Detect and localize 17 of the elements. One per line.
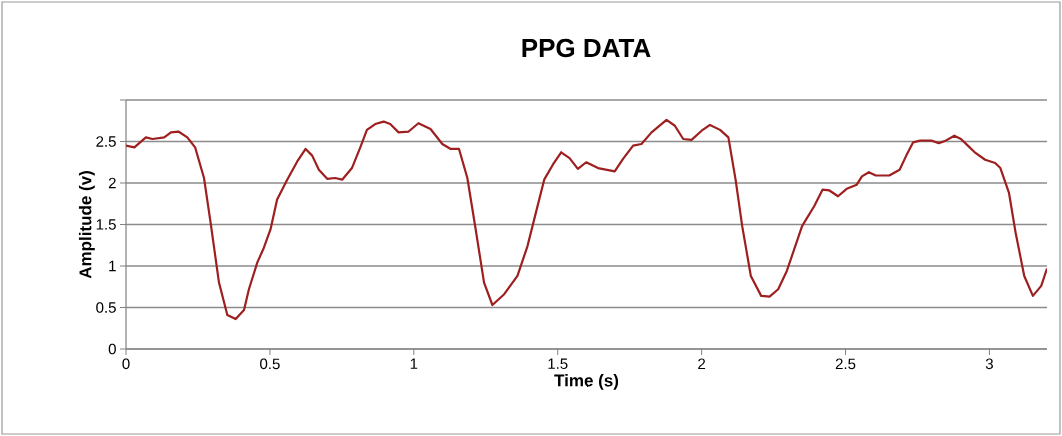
y-tick-label: 1.5 [96, 219, 116, 230]
y-tick-label: 0.5 [96, 302, 116, 313]
x-tick-label: 0.5 [260, 358, 280, 370]
line-series [126, 118, 1047, 321]
x-tick-label: 1 [410, 358, 418, 369]
x-tick-label: 0 [122, 358, 130, 370]
y-tick-label: 1 [109, 260, 116, 272]
x-tick-label: 2 [698, 358, 706, 369]
y-tick-label: 0 [108, 343, 116, 355]
chart-title: PPG DATA [522, 38, 651, 58]
y-tick-label: 2 [108, 177, 116, 189]
x-tick-label: 3 [985, 358, 993, 370]
y-tick-label: 2.5 [96, 136, 116, 147]
y-axis-title: Amplitude (v) [78, 171, 95, 279]
x-tick-label: 1.5 [548, 358, 568, 369]
x-tick-label: 2.5 [835, 358, 856, 370]
x-axis-title: Time (s) [554, 374, 619, 390]
